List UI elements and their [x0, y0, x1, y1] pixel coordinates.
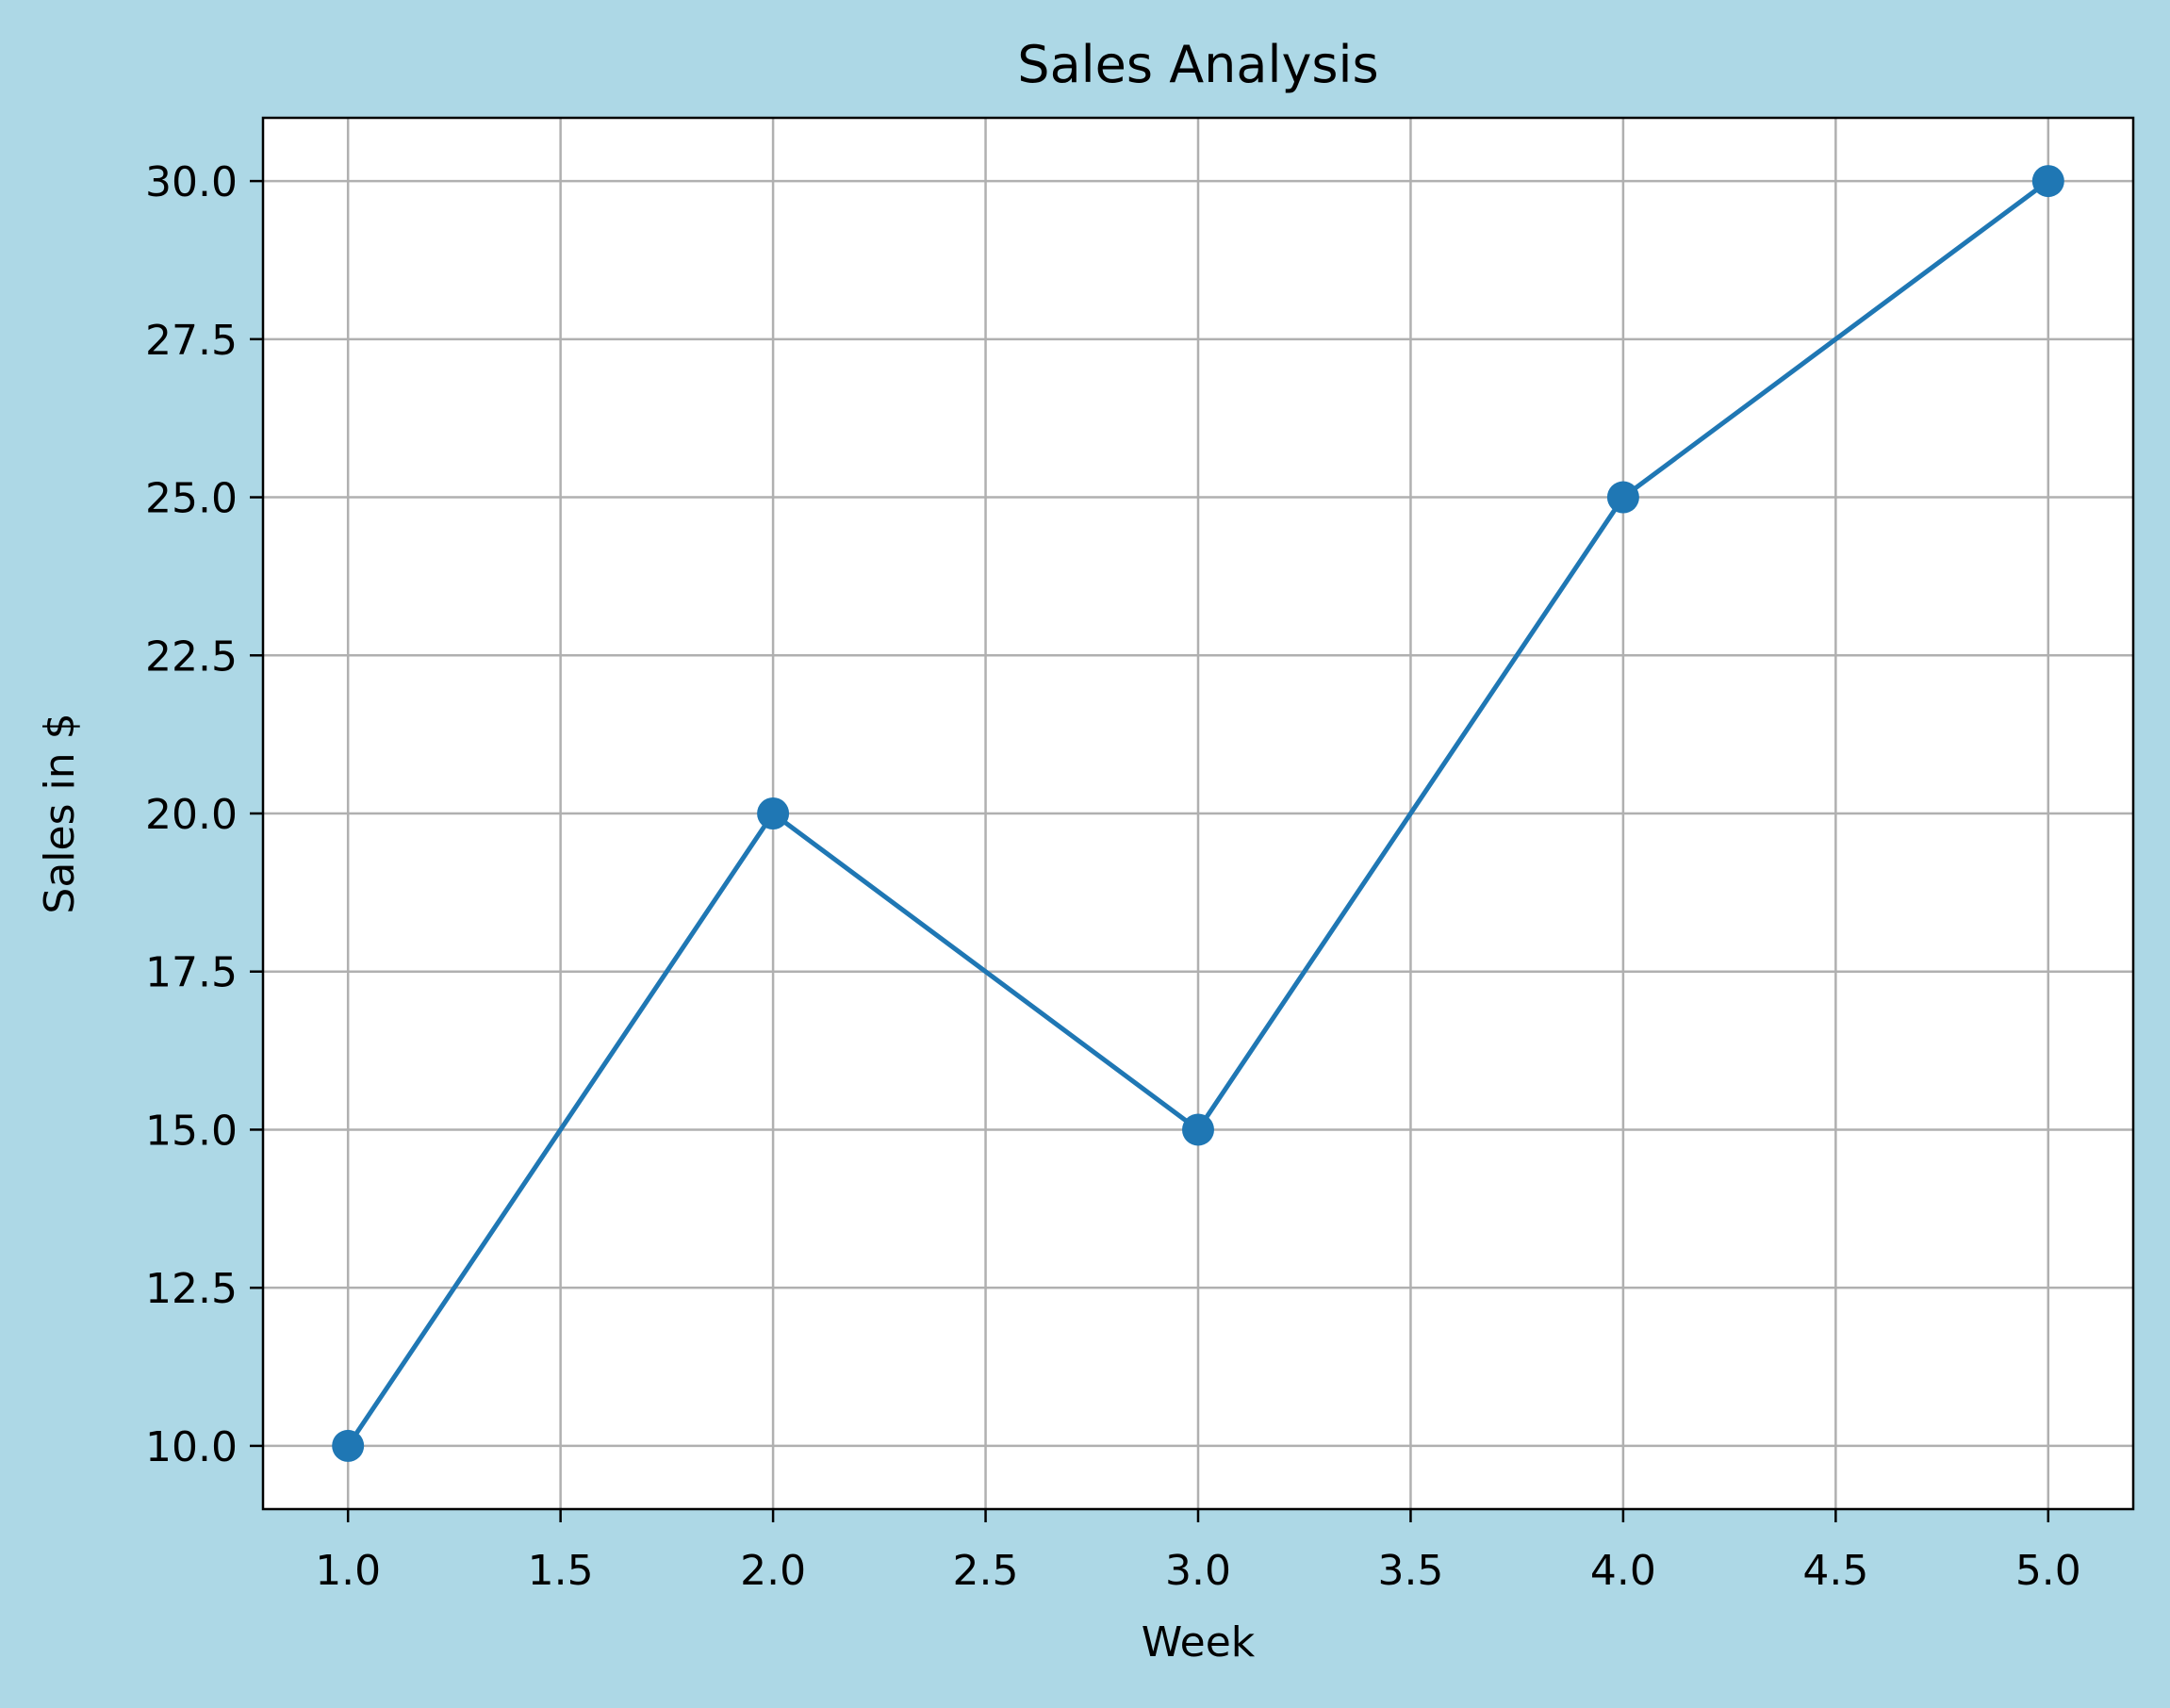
data-point — [332, 1429, 365, 1462]
data-point — [2031, 165, 2064, 198]
y-tick-label: 25.0 — [145, 475, 238, 523]
data-point — [1606, 481, 1639, 514]
y-tick-label: 20.0 — [145, 791, 238, 839]
x-tick-label: 5.0 — [2015, 1547, 2081, 1595]
y-tick-label: 17.5 — [145, 949, 238, 997]
x-tick-label: 2.0 — [740, 1547, 806, 1595]
x-tick-label: 3.5 — [1377, 1547, 1443, 1595]
x-tick-label: 4.0 — [1590, 1547, 1656, 1595]
series-layer — [332, 165, 2064, 1462]
data-point — [1182, 1113, 1214, 1146]
y-axis-label: Sales in $ — [36, 713, 84, 913]
x-tick-label: 4.5 — [1802, 1547, 1868, 1595]
y-tick-label: 30.0 — [145, 158, 238, 206]
x-axis-label: Week — [1142, 1618, 1256, 1667]
y-tick-label: 15.0 — [145, 1107, 238, 1155]
y-tick-label: 10.0 — [145, 1423, 238, 1471]
chart-title: Sales Analysis — [1017, 35, 1378, 94]
x-tick-label: 1.0 — [315, 1547, 381, 1595]
tick-layer: 1.0 1.5 2.0 2.5 3.0 3.5 4.0 4.5 5.0 10.0 12.5 15.0 1… — [145, 158, 2081, 1595]
x-tick-label: 1.5 — [528, 1547, 594, 1595]
x-tick-label: 2.5 — [953, 1547, 1019, 1595]
y-tick-label: 12.5 — [145, 1265, 238, 1313]
y-tick-label: 22.5 — [145, 632, 238, 681]
data-point — [757, 797, 790, 829]
y-tick-label: 27.5 — [145, 317, 238, 365]
x-tick-label: 3.0 — [1165, 1547, 1231, 1595]
